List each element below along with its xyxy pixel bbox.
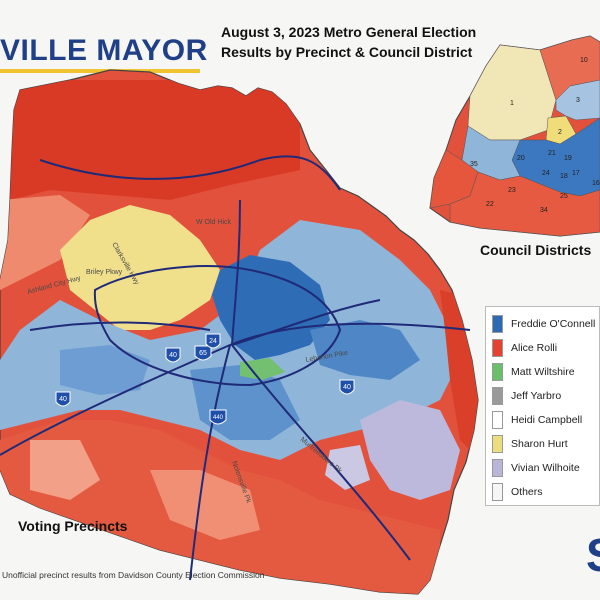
council-map-caption: Council Districts — [480, 242, 592, 258]
precinct-map-caption: Voting Precincts — [18, 518, 128, 534]
district-label-10: 10 — [580, 57, 588, 64]
interstate-40-shield-southwest: 40 — [55, 391, 71, 407]
legend-label-wilhoite: Vivian Wilhoite — [511, 462, 580, 474]
district-label-20: 20 — [517, 155, 525, 162]
district-label-1: 1 — [510, 100, 514, 107]
district-3 — [555, 79, 600, 121]
legend-item-hurt: Sharon Hurt — [492, 435, 568, 453]
source-note: Unofficial precinct results from Davidso… — [2, 570, 265, 580]
district-label-34: 34 — [540, 207, 548, 214]
legend-item-rolli: Alice Rolli — [492, 339, 557, 357]
district-label-22: 22 — [486, 201, 494, 208]
legend-item-campbell: Heidi Campbell — [492, 411, 582, 429]
region-wiltshire — [240, 358, 285, 380]
legend-label-wiltshire: Matt Wiltshire — [511, 366, 575, 378]
legend-swatch-rolli — [492, 339, 503, 357]
district-label-25: 25 — [560, 193, 568, 200]
interstate-40-shield-east: 40 — [339, 379, 355, 395]
district-label-16: 16 — [592, 180, 600, 187]
road-label-briley: Briley Pkwy — [86, 269, 123, 276]
shield-24-label: 24 — [209, 338, 217, 345]
interstate-24-shield: 24 — [205, 333, 221, 349]
legend-item-wiltshire: Matt Wiltshire — [492, 363, 575, 381]
legend-swatch-wilhoite — [492, 459, 503, 477]
legend-label-oconnell: Freddie O'Connell — [511, 318, 596, 330]
council-district-map: 1 2 3 10 20 21 22 23 24 25 34 35 16 17 1… — [429, 35, 600, 237]
shield-40-east-label: 40 — [343, 384, 351, 391]
legend-item-oconnell: Freddie O'Connell — [492, 315, 595, 333]
highway-network — [0, 155, 471, 581]
region-southwest-light — [30, 440, 100, 500]
district-label-18: 18 — [560, 173, 568, 180]
title-underline — [0, 69, 200, 73]
district-label-3: 3 — [576, 97, 580, 104]
candidate-legend: Freddie O'Connell Alice Rolli Matt Wilts… — [485, 306, 600, 506]
subtitle-line-2: Results by Precinct & Council District — [221, 44, 473, 60]
region-hurt — [60, 205, 220, 330]
legend-swatch-wiltshire — [492, 363, 503, 381]
shield-65-label: 65 — [199, 350, 207, 357]
legend-swatch-yarbro — [492, 387, 503, 405]
region-northwest-light — [0, 195, 90, 290]
district-label-17: 17 — [572, 170, 580, 177]
district-label-19: 19 — [564, 155, 572, 162]
legend-label-rolli: Alice Rolli — [511, 342, 558, 354]
legend-item-yarbro: Jeff Yarbro — [492, 387, 561, 405]
legend-item-others: Others — [492, 483, 543, 501]
title-block: VILLE MAYOR — [0, 14, 207, 73]
region-wilhoite — [360, 400, 460, 500]
legend-swatch-oconnell — [492, 315, 503, 333]
district-south-red — [449, 171, 600, 237]
legend-swatch-others — [492, 483, 503, 501]
legend-label-hurt: Sharon Hurt — [511, 438, 568, 450]
region-wilhoite-2 — [325, 445, 370, 490]
district-label-23: 23 — [508, 187, 516, 194]
shield-40-west-label: 40 — [169, 352, 177, 359]
region-light-blue — [0, 220, 460, 460]
legend-swatch-campbell — [492, 411, 503, 429]
shield-40-southwest-label: 40 — [59, 396, 67, 403]
district-label-24: 24 — [542, 170, 550, 177]
region-south-light — [150, 470, 260, 540]
legend-swatch-hurt — [492, 435, 503, 453]
road-label-w-old-hickory: W Old Hick — [196, 219, 232, 226]
logo-letter: S — [586, 530, 600, 580]
shield-440-label: 440 — [213, 415, 224, 421]
legend-item-wilhoite: Vivian Wilhoite — [492, 459, 580, 477]
region-oconnell-west — [60, 345, 150, 395]
district-label-21: 21 — [548, 150, 556, 157]
legend-label-campbell: Heidi Campbell — [511, 414, 583, 426]
district-label-2: 2 — [558, 129, 562, 136]
interstate-440-shield: 440 — [209, 409, 227, 425]
page-title: VILLE MAYOR — [0, 34, 208, 67]
district-label-35: 35 — [470, 161, 478, 168]
precinct-map: 65 24 40 40 440 40 W Old Hick Ashland Ci… — [0, 69, 479, 595]
subtitle-line-1: August 3, 2023 Metro General Election — [221, 24, 477, 40]
legend-label-yarbro: Jeff Yarbro — [511, 390, 562, 402]
subtitle: August 3, 2023 Metro General Election Re… — [221, 22, 476, 62]
legend-label-others: Others — [511, 486, 543, 498]
interstate-65-shield: 65 — [194, 345, 212, 361]
interstate-40-shield-west: 40 — [165, 347, 181, 363]
region-oconnell-core — [212, 255, 330, 360]
